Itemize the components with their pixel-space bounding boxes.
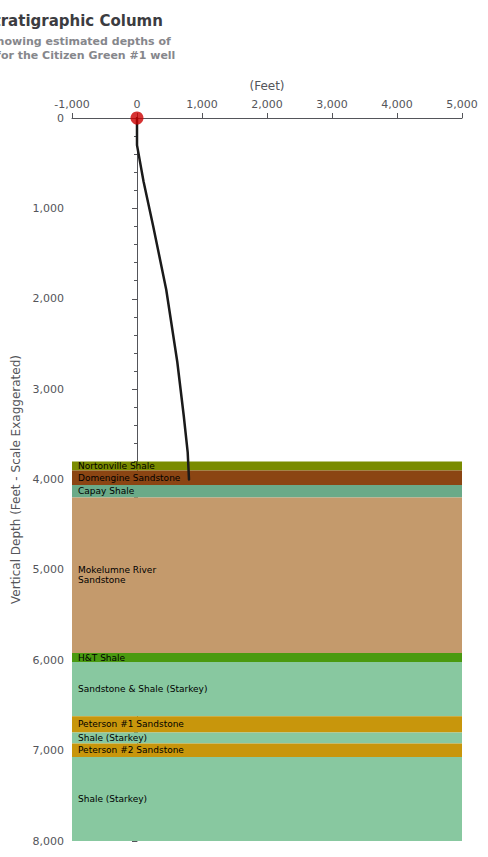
svg-text:-1,000: -1,000 (54, 98, 89, 111)
svg-text:Mokelumne River: Mokelumne River (78, 565, 156, 575)
svg-text:Shale (Starkey): Shale (Starkey) (78, 733, 147, 743)
svg-text:(Feet): (Feet) (249, 79, 284, 93)
svg-text:3,000: 3,000 (316, 98, 348, 111)
svg-text:H&T Shale: H&T Shale (78, 653, 126, 663)
svg-text:4,000: 4,000 (33, 473, 65, 486)
svg-text:0: 0 (134, 98, 141, 111)
svg-text:Domengine Sandstone: Domengine Sandstone (78, 473, 181, 483)
svg-text:2,000: 2,000 (251, 98, 283, 111)
svg-text:5,000: 5,000 (33, 563, 65, 576)
svg-text:6,000: 6,000 (33, 654, 65, 667)
svg-text:2,000: 2,000 (33, 292, 65, 305)
svg-text:5,000: 5,000 (446, 98, 478, 111)
svg-text:Capay Shale: Capay Shale (78, 486, 135, 496)
svg-text:Citizen Green Stratigraphic Co: Citizen Green Stratigraphic Column (0, 12, 163, 30)
svg-text:Peterson #2 Sandstone: Peterson #2 Sandstone (78, 745, 184, 755)
svg-text:Sandstone & Shale (Starkey): Sandstone & Shale (Starkey) (78, 684, 207, 694)
svg-text:1,000: 1,000 (33, 202, 65, 215)
svg-text:4,000: 4,000 (381, 98, 413, 111)
svg-text:8,000: 8,000 (33, 835, 65, 848)
svg-text:Nortonville Shale: Nortonville Shale (78, 461, 155, 471)
svg-text:Shale (Starkey): Shale (Starkey) (78, 794, 147, 804)
svg-text:7,000: 7,000 (33, 744, 65, 757)
svg-text:Vertical Depth (Feet - Scale E: Vertical Depth (Feet - Scale Exaggerated… (9, 355, 23, 604)
svg-text:Peterson #1 Sandstone: Peterson #1 Sandstone (78, 719, 184, 729)
svg-text:sandstones and shales for the: sandstones and shales for the Citizen Gr… (0, 49, 175, 62)
svg-text:3,000: 3,000 (33, 383, 65, 396)
svg-text:1,000: 1,000 (186, 98, 218, 111)
svg-text:Stratigraphic column showing e: Stratigraphic column showing estimated d… (0, 35, 171, 48)
svg-text:Sandstone: Sandstone (78, 575, 126, 585)
svg-text:0: 0 (57, 112, 64, 125)
